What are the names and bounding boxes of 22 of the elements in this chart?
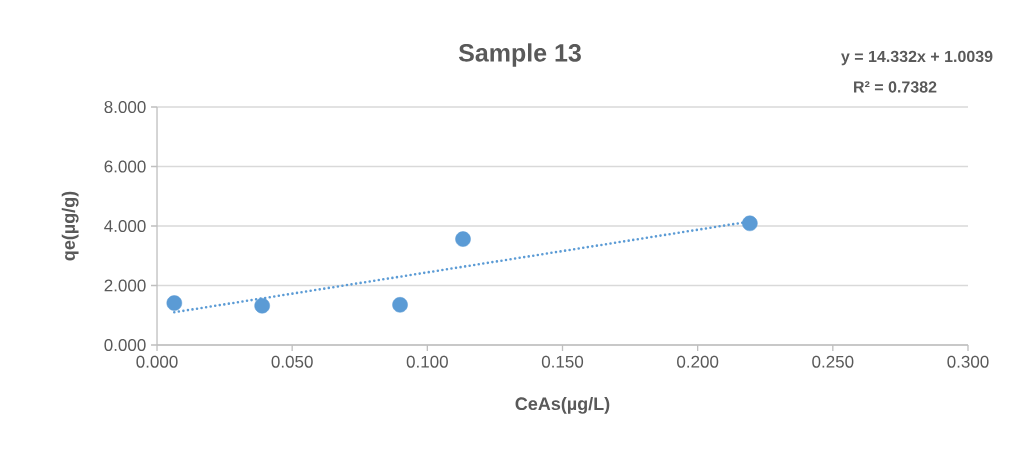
x-tick-label: 0.050 [271, 355, 313, 368]
y-tick-label: 2.000 [104, 279, 146, 292]
x-tick-label: 0.300 [947, 355, 989, 368]
x-tick-label: 0.150 [541, 355, 584, 368]
x-tick-label: 0.100 [406, 355, 448, 368]
point [166, 295, 183, 311]
y-tick-label: 4.000 [104, 219, 146, 233]
y-axis-title: qe(µg/g) [61, 191, 79, 261]
y-tick-label: 6.000 [104, 160, 146, 173]
y-tick-label: 8.000 [104, 100, 146, 114]
x-axis-title: CeAs(µg/L) [515, 396, 610, 414]
text: y = 14.332x + 1.0039 [841, 50, 993, 66]
chart-title: Sample 13 [458, 43, 581, 67]
y-tick-label: 0.000 [104, 338, 146, 352]
point [455, 231, 471, 247]
x-tick-label: 0.000 [136, 355, 178, 368]
point [742, 215, 758, 232]
x-tick-label: 0.250 [812, 355, 854, 368]
x-tick-label: 0.200 [677, 355, 719, 368]
text: R² = 0.7382 [854, 81, 937, 93]
point [254, 297, 270, 314]
point [392, 297, 408, 313]
